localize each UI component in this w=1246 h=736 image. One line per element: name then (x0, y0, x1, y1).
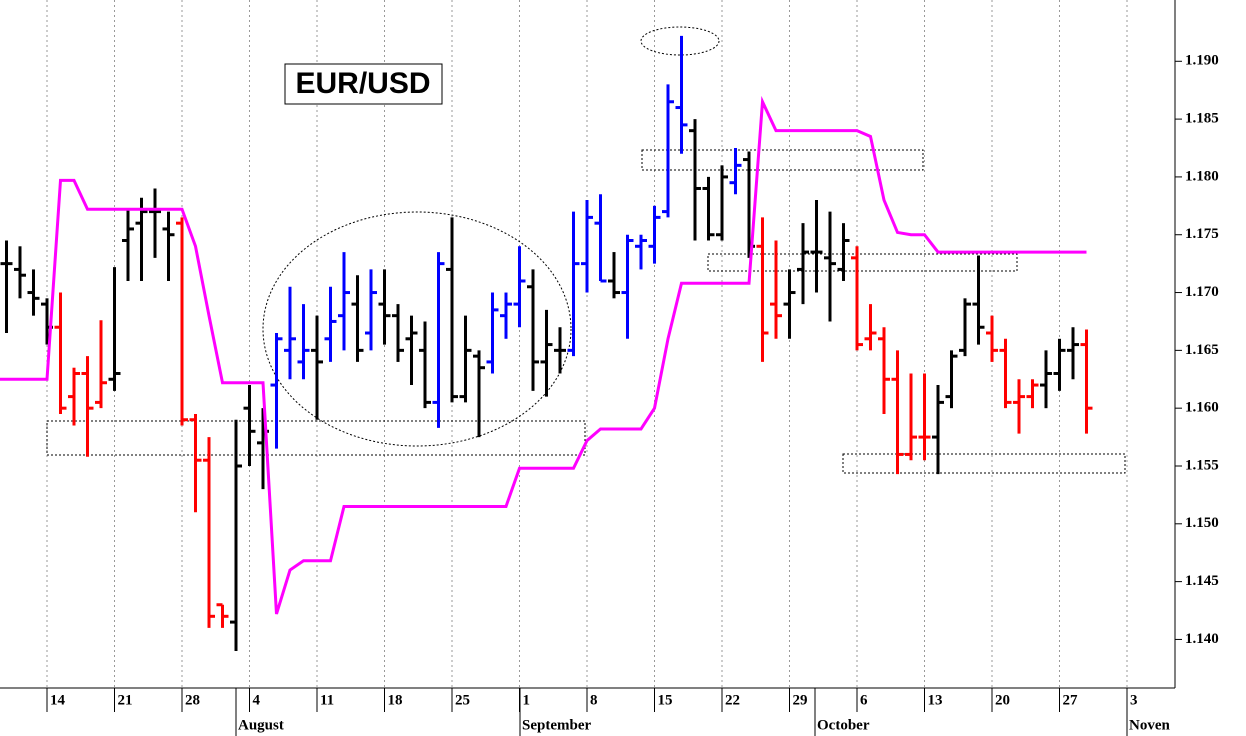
y-tick-label: 1.160 (1185, 400, 1219, 416)
x-tick-label: 3 (1130, 692, 1138, 708)
annotations (46, 26, 1126, 474)
x-tick-label: 25 (455, 692, 470, 708)
y-tick-label: 1.175 (1185, 226, 1219, 242)
y-tick-label: 1.190 (1185, 53, 1219, 69)
x-tick-label: 15 (658, 692, 673, 708)
x-tick-label: 22 (725, 692, 740, 708)
y-tick-label: 1.155 (1185, 457, 1219, 473)
month-label: Noven (1129, 717, 1170, 733)
x-tick-label: 4 (253, 692, 261, 708)
annotation-box (641, 149, 924, 171)
month-label: August (238, 717, 284, 733)
x-tick-label: 13 (928, 692, 943, 708)
x-tick-label: 20 (995, 692, 1010, 708)
x-tick-label: 21 (118, 692, 133, 708)
x-tick-label: 18 (388, 692, 403, 708)
title-box (284, 63, 443, 105)
y-tick-label: 1.185 (1185, 111, 1219, 127)
x-tick-label: 29 (793, 692, 808, 708)
annotation-box (842, 453, 1126, 474)
annotation-box (707, 253, 1018, 272)
x-tick-label: 1 (523, 692, 531, 708)
indicator-line (0, 95, 1087, 615)
y-tick-label: 1.170 (1185, 284, 1219, 300)
month-label: September (522, 717, 591, 733)
x-tick-label: 14 (50, 692, 66, 708)
month-label: October (817, 717, 870, 733)
annotation-box (46, 420, 586, 456)
y-tick-label: 1.145 (1185, 573, 1219, 589)
x-tick-label: 27 (1063, 692, 1079, 708)
annotation-ellipse (262, 211, 572, 447)
y-tick-label: 1.140 (1185, 631, 1219, 647)
x-tick-label: 11 (320, 692, 334, 708)
y-tick-label: 1.150 (1185, 515, 1219, 531)
x-tick-label: 6 (860, 692, 868, 708)
x-tick-label: 8 (590, 692, 598, 708)
y-tick-label: 1.165 (1185, 342, 1219, 358)
y-tick-label: 1.180 (1185, 168, 1219, 184)
x-tick-label: 28 (185, 692, 200, 708)
chart-title: EUR/USD (295, 67, 430, 100)
annotation-ellipse (640, 26, 720, 56)
